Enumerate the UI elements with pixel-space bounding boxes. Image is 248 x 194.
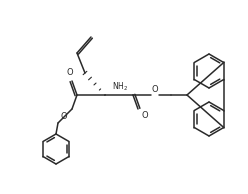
Text: NH$_2$: NH$_2$ [112,81,128,93]
Text: O: O [152,85,159,94]
Text: O: O [67,68,73,77]
Text: O: O [60,112,67,121]
Text: O: O [141,111,148,120]
